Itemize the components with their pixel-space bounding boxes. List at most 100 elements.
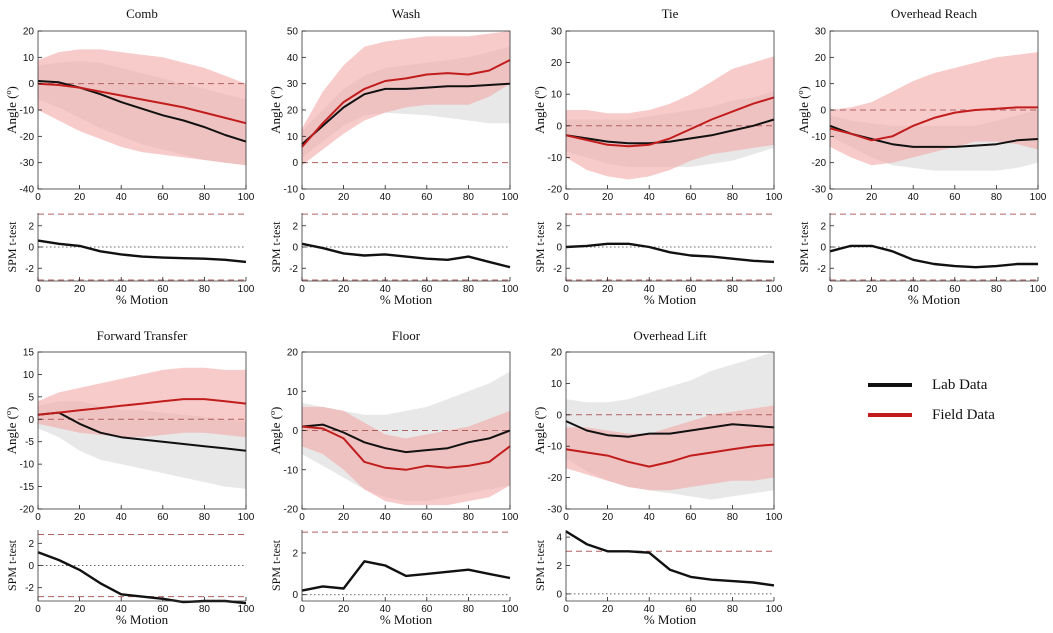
y-tick-label: 10 <box>551 90 563 101</box>
chart-title: Forward Transfer <box>97 328 188 343</box>
spm-curve <box>37 239 247 264</box>
y-tick-label: 15 <box>23 348 35 359</box>
spm-y-tick-label: 2 <box>556 221 562 232</box>
spm-y-axis-label: SPM t-test <box>533 539 547 591</box>
spm-y-tick-label: -2 <box>25 583 34 594</box>
legend-swatch-field <box>868 413 912 417</box>
x-tick-label: 20 <box>602 192 614 203</box>
field-series-line <box>301 425 511 471</box>
y-tick-label: 10 <box>23 53 35 64</box>
spm-x-tick-label: 40 <box>116 284 128 295</box>
legend-label-lab: Lab Data <box>932 376 988 393</box>
spm-x-tick-label: 60 <box>685 284 697 295</box>
spm-y-tick-label: -2 <box>817 264 826 275</box>
spm-y-tick-label: 0 <box>28 243 34 254</box>
spm-y-axis-label: SPM t-test <box>797 221 811 273</box>
y-tick-label: 10 <box>287 387 299 398</box>
y-tick-label: 30 <box>551 27 563 38</box>
field-band <box>38 367 246 438</box>
y-axis-label: Angle (º) <box>268 86 283 134</box>
spm-y-axis-label: SPM t-test <box>269 539 283 591</box>
field-series-line <box>565 443 775 468</box>
x-tick-label: 100 <box>1030 192 1047 203</box>
spm-y-axis-label: SPM t-test <box>269 221 283 273</box>
spm-x-tick-label: 80 <box>991 284 1003 295</box>
y-tick-label: -10 <box>20 460 35 471</box>
spm-x-tick-label: 80 <box>727 604 739 615</box>
x-axis-label: % Motion <box>380 292 433 307</box>
lab-series-line <box>565 420 775 438</box>
legend-item-field: Field Data <box>868 400 1048 430</box>
x-tick-label: 0 <box>563 512 569 523</box>
spm-x-tick-label: 100 <box>502 284 519 295</box>
spm-x-tick-label: 100 <box>1030 284 1047 295</box>
y-tick-label: 50 <box>287 27 299 38</box>
spm-x-tick-label: 100 <box>766 604 783 615</box>
x-tick-label: 80 <box>463 192 475 203</box>
y-tick-label: 20 <box>815 53 827 64</box>
chart-title: Wash <box>392 6 421 21</box>
lab-series-line <box>565 118 775 145</box>
spm-x-tick-label: 100 <box>766 284 783 295</box>
spm-y-tick-label: 2 <box>292 548 298 559</box>
y-tick-label: -10 <box>812 132 827 143</box>
x-axis-label: % Motion <box>116 292 169 307</box>
y-tick-label: -20 <box>548 185 563 196</box>
x-tick-label: 20 <box>74 192 86 203</box>
x-tick-label: 20 <box>74 512 86 523</box>
x-tick-label: 40 <box>644 192 656 203</box>
field-band <box>830 52 1038 166</box>
y-tick-label: 0 <box>28 415 34 426</box>
spm-y-tick-label: 2 <box>556 561 562 572</box>
y-tick-label: -10 <box>284 465 299 476</box>
x-tick-label: 80 <box>727 512 739 523</box>
x-axis-label: % Motion <box>644 292 697 307</box>
x-tick-label: 0 <box>299 512 305 523</box>
x-tick-label: 20 <box>338 512 350 523</box>
y-tick-label: 20 <box>551 58 563 69</box>
x-tick-label: 80 <box>199 192 211 203</box>
spm-x-tick-label: 100 <box>238 604 255 615</box>
x-tick-label: 20 <box>338 192 350 203</box>
spm-y-tick-label: 2 <box>820 221 826 232</box>
y-tick-label: -30 <box>20 158 35 169</box>
x-tick-label: 100 <box>766 512 783 523</box>
x-tick-label: 40 <box>380 192 392 203</box>
spm-x-tick-label: 60 <box>421 604 433 615</box>
y-tick-label: -40 <box>20 185 35 196</box>
legend-label-field: Field Data <box>932 406 995 423</box>
spm-y-axis-label: SPM t-test <box>533 221 547 273</box>
spm-y-tick-label: -2 <box>289 264 298 275</box>
spm-y-tick-label: -2 <box>25 264 34 275</box>
x-tick-label: 40 <box>908 192 920 203</box>
legend-swatch-lab <box>868 383 912 387</box>
spm-x-tick-label: 60 <box>157 284 169 295</box>
spm-x-tick-label: 60 <box>685 604 697 615</box>
y-tick-label: 5 <box>28 392 34 403</box>
y-tick-label: -20 <box>284 505 299 516</box>
spm-x-tick-label: 20 <box>602 284 614 295</box>
legend: Lab Data Field Data <box>868 370 1048 430</box>
spm-y-tick-label: 0 <box>292 590 298 601</box>
x-tick-label: 100 <box>238 512 255 523</box>
spm-x-tick-label: 20 <box>74 284 86 295</box>
x-tick-label: 0 <box>35 192 41 203</box>
x-tick-label: 60 <box>421 192 433 203</box>
chart-title: Tie <box>662 6 679 21</box>
chart-title: Overhead Reach <box>891 6 978 21</box>
spm-x-tick-label: 20 <box>338 604 350 615</box>
x-tick-label: 60 <box>157 512 169 523</box>
spm-x-tick-label: 20 <box>866 284 878 295</box>
y-tick-label: -20 <box>20 505 35 516</box>
field-series-line <box>565 96 775 148</box>
spm-y-tick-label: 0 <box>556 243 562 254</box>
spm-curve <box>829 244 1038 269</box>
spm-x-tick-label: 80 <box>727 284 739 295</box>
spm-y-tick-label: 4 <box>556 533 562 544</box>
spm-x-tick-label: 0 <box>563 604 569 615</box>
x-tick-label: 100 <box>766 192 783 203</box>
